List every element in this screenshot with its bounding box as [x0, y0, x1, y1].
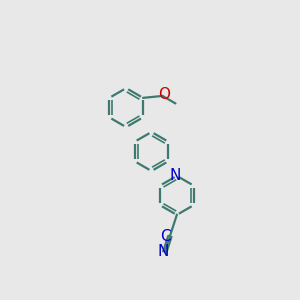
Text: N: N	[158, 244, 169, 260]
Text: C: C	[160, 229, 171, 244]
Text: O: O	[158, 87, 170, 102]
Text: N: N	[169, 168, 181, 183]
